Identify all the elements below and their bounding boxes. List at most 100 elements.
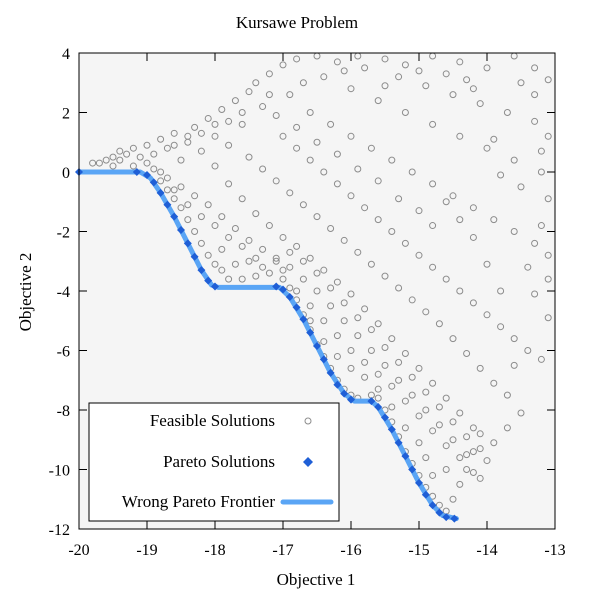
legend-label-frontier: Wrong Pareto Frontier — [122, 492, 276, 511]
x-tick-label: -14 — [476, 542, 497, 559]
feasible-point — [327, 302, 335, 310]
feasible-point — [109, 162, 117, 170]
feasible-point — [129, 144, 137, 152]
feasible-point — [231, 260, 239, 268]
pareto-point — [190, 252, 199, 261]
feasible-point — [218, 213, 226, 221]
legend: Feasible Solutions Pareto Solutions Wron… — [88, 402, 340, 522]
pareto-point — [183, 239, 192, 248]
pareto-point — [415, 478, 423, 487]
pareto-point — [292, 303, 301, 312]
feasible-point — [429, 471, 437, 479]
feasible-point — [197, 213, 205, 221]
feasible-point — [456, 287, 464, 295]
feasible-point — [422, 388, 430, 396]
feasible-point — [449, 192, 457, 200]
pareto-point — [394, 438, 403, 447]
feasible-point — [537, 355, 545, 363]
pareto-point — [326, 368, 335, 377]
feasible-point — [544, 195, 552, 203]
feasible-point — [313, 213, 321, 221]
feasible-point — [129, 162, 137, 170]
pareto-point — [204, 276, 213, 285]
feasible-point — [320, 266, 328, 274]
y-tick-label: -10 — [49, 463, 70, 480]
feasible-point — [435, 403, 443, 411]
feasible-point — [333, 352, 341, 360]
feasible-point — [252, 210, 260, 218]
x-tick-label: -20 — [68, 542, 89, 559]
feasible-point — [327, 284, 335, 292]
pareto-point — [170, 212, 179, 221]
feasible-point — [456, 216, 464, 224]
feasible-point — [401, 109, 409, 116]
feasible-point — [367, 144, 375, 152]
pareto-point — [211, 282, 219, 291]
feasible-point — [367, 326, 375, 334]
feasible-point — [191, 123, 199, 131]
feasible-point — [259, 245, 267, 253]
feasible-point — [211, 260, 219, 268]
feasible-point — [306, 302, 314, 310]
feasible-point — [320, 338, 328, 346]
feasible-point — [279, 275, 287, 283]
feasible-point — [313, 138, 321, 146]
feasible-point — [503, 424, 511, 432]
feasible-point — [238, 109, 246, 116]
feasible-point — [388, 403, 396, 411]
pareto-layer — [75, 168, 459, 523]
feasible-point — [143, 141, 151, 149]
feasible-point — [435, 421, 443, 429]
feasible-point — [374, 216, 382, 224]
feasible-point — [374, 97, 382, 105]
y-tick-label: 4 — [62, 46, 70, 63]
feasible-point — [401, 349, 409, 357]
feasible-point — [177, 204, 185, 212]
feasible-point — [286, 248, 294, 256]
pareto-point — [347, 395, 355, 404]
feasible-point — [340, 236, 348, 244]
feasible-point — [170, 129, 178, 137]
feasible-point — [293, 287, 301, 295]
feasible-point — [340, 67, 348, 75]
feasible-point — [469, 204, 477, 212]
feasible-point — [469, 233, 477, 241]
feasible-point — [449, 418, 457, 426]
feasible-point — [347, 347, 355, 354]
feasible-point — [531, 117, 539, 125]
feasible-point — [333, 332, 341, 340]
feasible-point — [279, 61, 287, 69]
y-tick-label: 0 — [62, 165, 70, 182]
feasible-point — [483, 260, 491, 268]
feasible-point — [286, 189, 294, 197]
feasible-point — [531, 239, 539, 247]
feasible-point — [354, 248, 362, 256]
feasible-point — [463, 433, 471, 441]
pareto-point — [156, 188, 165, 197]
feasible-point — [429, 222, 437, 230]
feasible-point — [510, 156, 518, 164]
feasible-point — [510, 335, 518, 343]
feasible-point — [354, 314, 362, 322]
feasible-point — [109, 153, 117, 161]
chart-title: Kursawe Problem — [236, 13, 358, 32]
feasible-point — [422, 406, 430, 414]
feasible-point — [463, 349, 471, 357]
feasible-point — [191, 228, 199, 235]
feasible-point — [306, 156, 314, 164]
feasible-point — [510, 361, 518, 369]
feasible-point — [306, 317, 314, 325]
feasible-point — [401, 61, 409, 69]
feasible-point — [429, 427, 437, 435]
pareto-point — [149, 178, 158, 187]
feasible-point — [401, 239, 409, 247]
feasible-point — [476, 430, 484, 438]
feasible-point — [395, 284, 403, 292]
feasible-point — [354, 332, 362, 340]
feasible-point — [374, 320, 382, 328]
feasible-point — [279, 266, 287, 274]
feasible-point — [191, 192, 199, 200]
feasible-point — [408, 296, 416, 304]
feasible-point — [286, 284, 294, 292]
feasible-point — [388, 156, 396, 164]
